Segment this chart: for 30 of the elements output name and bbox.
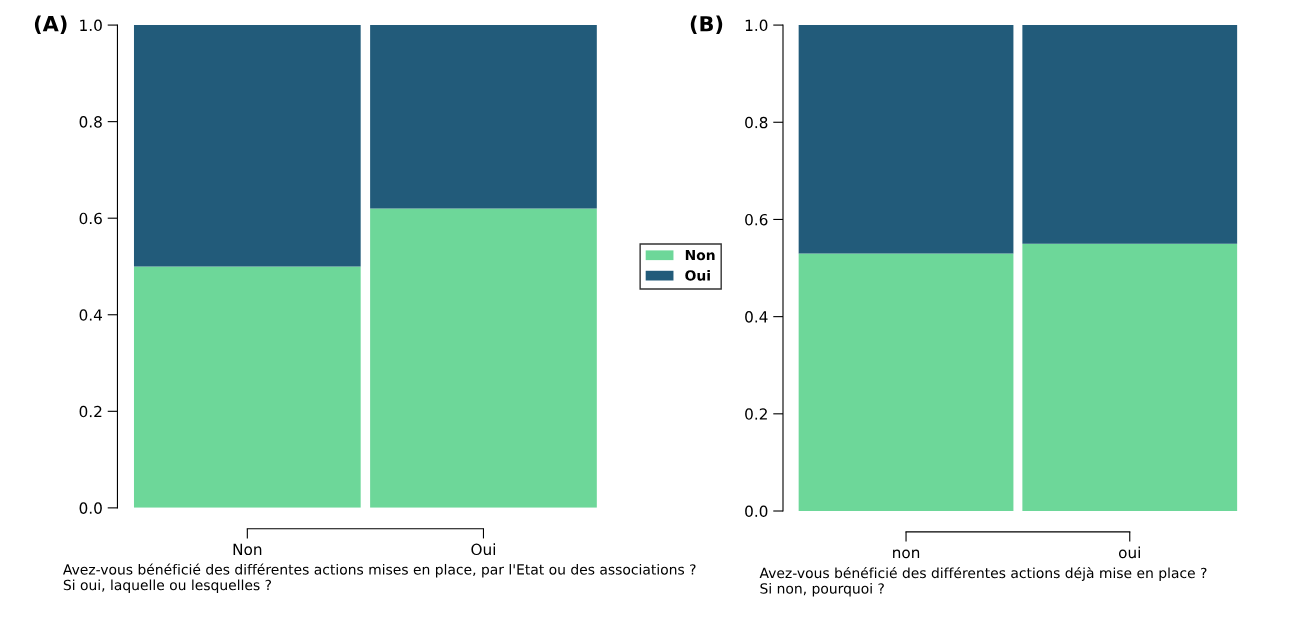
bar xyxy=(1022,25,1238,244)
legend-label: Oui xyxy=(685,269,710,281)
x-axis-title: Avez-vous bénéficié des différentes actions mises en place, par l'Etat ou des associations ? Si oui, laquelle ou lesquelles ? xyxy=(63,563,696,593)
x-tick-label: Oui xyxy=(471,543,496,556)
y-tick-label: 0.8 xyxy=(745,116,768,129)
y-tick-label: 0.8 xyxy=(79,116,102,128)
bar xyxy=(370,208,597,508)
y-tick-label: 0.0 xyxy=(79,502,102,514)
y-tick-label: 0.4 xyxy=(745,311,768,323)
x-axis-title: Avez-vous bénéficié des différentes actions déjà mise en place ? Si non, pourquoi ? xyxy=(759,566,1207,597)
y-tick-label: 0.6 xyxy=(745,213,768,226)
x-tick-label: non xyxy=(893,549,920,559)
x-tick-label: Non xyxy=(233,543,262,556)
y-tick-label: 0.2 xyxy=(79,405,102,418)
y-tick-label: 0.0 xyxy=(745,505,768,518)
y-tick-label: 1.0 xyxy=(745,19,768,32)
bar xyxy=(133,25,361,267)
y-tick-label: 0.4 xyxy=(79,309,103,321)
bar xyxy=(133,266,361,508)
bar xyxy=(1022,243,1238,511)
bar xyxy=(370,25,597,209)
y-tick-label: 0.2 xyxy=(745,408,767,420)
x-tick-label: oui xyxy=(1118,546,1140,559)
y-tick-label: 0.6 xyxy=(79,212,102,225)
chart-title: (A) xyxy=(34,15,67,34)
bar xyxy=(798,25,1014,254)
bar xyxy=(798,253,1014,511)
y-tick-label: 1.0 xyxy=(80,19,102,32)
legend-label: Non xyxy=(685,249,715,261)
chart-title: (B) xyxy=(690,15,723,35)
